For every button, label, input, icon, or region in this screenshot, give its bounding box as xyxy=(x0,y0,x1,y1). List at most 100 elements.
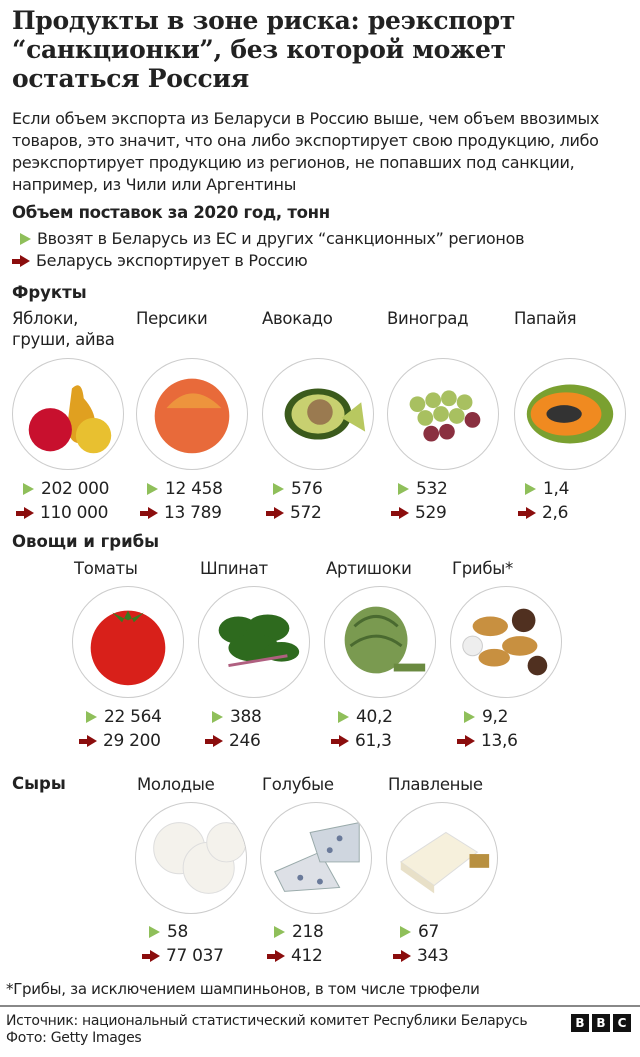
spinach-image-icon xyxy=(198,586,310,698)
artichoke-image-icon xyxy=(324,586,436,698)
young-cheese-image-icon xyxy=(135,802,247,914)
red-arrow-icon xyxy=(393,950,411,962)
red-arrow-icon xyxy=(12,254,30,267)
papaya-image-icon xyxy=(514,358,626,470)
import-value-row: 576 xyxy=(266,479,323,499)
source: Источник: национальный статистический ко… xyxy=(6,1013,528,1047)
export-value: 110 000 xyxy=(40,503,109,523)
red-arrow-icon xyxy=(518,507,536,519)
export-value-row: 77 037 xyxy=(142,946,224,966)
red-arrow-icon xyxy=(79,735,97,747)
logo-letter: B xyxy=(592,1014,610,1032)
section-title: Фрукты xyxy=(12,283,87,302)
avocado-image-icon xyxy=(262,358,374,470)
green-triangle-icon xyxy=(20,232,31,245)
import-value: 1,4 xyxy=(543,479,570,499)
green-triangle-icon xyxy=(149,926,160,938)
export-value: 246 xyxy=(229,731,261,751)
import-value-row: 388 xyxy=(205,707,262,727)
apple-pear-quince-image-icon xyxy=(12,358,124,470)
item-label: Молодые xyxy=(137,775,215,794)
legend-export: Беларусь экспортирует в Россию xyxy=(12,251,308,270)
import-value: 67 xyxy=(418,922,440,942)
red-arrow-icon xyxy=(331,735,349,747)
export-value-row: 29 200 xyxy=(79,731,161,751)
green-triangle-icon xyxy=(338,711,349,723)
export-value: 572 xyxy=(290,503,322,523)
red-arrow-icon xyxy=(266,507,284,519)
item-label: Папайя xyxy=(514,309,577,328)
export-value-row: 529 xyxy=(391,503,447,523)
import-value: 388 xyxy=(230,707,262,727)
import-value: 202 000 xyxy=(41,479,110,499)
red-arrow-icon xyxy=(140,507,158,519)
export-value: 412 xyxy=(291,946,323,966)
import-value-row: 9,2 xyxy=(457,707,508,727)
subtitle: Если объем экспорта из Беларуси в Россию… xyxy=(12,109,600,194)
red-arrow-icon xyxy=(267,950,285,962)
item-label: Персики xyxy=(136,309,208,328)
import-value: 576 xyxy=(291,479,323,499)
export-value: 77 037 xyxy=(166,946,224,966)
section-title: Овощи и грибы xyxy=(12,532,160,551)
bbc-logo: B B C xyxy=(571,1014,631,1032)
export-value-row: 13,6 xyxy=(457,731,518,751)
import-value-row: 532 xyxy=(391,479,448,499)
item-label: Виноград xyxy=(387,309,469,328)
export-value: 13,6 xyxy=(481,731,518,751)
import-value: 532 xyxy=(416,479,448,499)
green-triangle-icon xyxy=(274,926,285,938)
item-label: Авокадо xyxy=(262,309,333,328)
import-value-row: 58 xyxy=(142,922,188,942)
divider xyxy=(0,1005,640,1007)
import-value: 12 458 xyxy=(165,479,223,499)
item-label: Томаты xyxy=(74,559,138,578)
import-value-row: 40,2 xyxy=(331,707,393,727)
export-value: 29 200 xyxy=(103,731,161,751)
export-value: 2,6 xyxy=(542,503,569,523)
source-text: Источник: национальный статистический ко… xyxy=(6,1013,528,1029)
import-value-row: 67 xyxy=(393,922,439,942)
blue-cheese-image-icon xyxy=(260,802,372,914)
export-value-row: 572 xyxy=(266,503,322,523)
export-value: 61,3 xyxy=(355,731,392,751)
item-label: Грибы* xyxy=(452,559,513,578)
red-arrow-icon xyxy=(205,735,223,747)
green-triangle-icon xyxy=(273,483,284,495)
import-value: 22 564 xyxy=(104,707,162,727)
import-value: 40,2 xyxy=(356,707,393,727)
import-value: 58 xyxy=(167,922,189,942)
export-value-row: 343 xyxy=(393,946,449,966)
processed-cheese-image-icon xyxy=(386,802,498,914)
export-value-row: 13 789 xyxy=(140,503,222,523)
import-value-row: 202 000 xyxy=(16,479,110,499)
red-arrow-icon xyxy=(391,507,409,519)
green-triangle-icon xyxy=(525,483,536,495)
red-arrow-icon xyxy=(16,507,34,519)
legend-import: Ввозят в Беларусь из ЕС и других “санкци… xyxy=(12,229,525,248)
export-value: 343 xyxy=(417,946,449,966)
logo-letter: C xyxy=(613,1014,631,1032)
green-triangle-icon xyxy=(212,711,223,723)
page-title: Продукты в зоне риска: реэкспорт “санкци… xyxy=(12,6,516,93)
red-arrow-icon xyxy=(457,735,475,747)
mushrooms-image-icon xyxy=(450,586,562,698)
item-label: Яблоки, груши, айва xyxy=(12,309,115,349)
green-triangle-icon xyxy=(23,483,34,495)
export-value-row: 246 xyxy=(205,731,261,751)
tomato-image-icon xyxy=(72,586,184,698)
green-triangle-icon xyxy=(398,483,409,495)
photo-credit: Фото: Getty Images xyxy=(6,1030,142,1046)
item-label: Шпинат xyxy=(200,559,268,578)
peach-image-icon xyxy=(136,358,248,470)
import-value-row: 1,4 xyxy=(518,479,569,499)
logo-letter: B xyxy=(571,1014,589,1032)
legend-import-label: Ввозят в Беларусь из ЕС и других “санкци… xyxy=(37,229,525,248)
green-triangle-icon xyxy=(86,711,97,723)
import-value-row: 12 458 xyxy=(140,479,223,499)
red-arrow-icon xyxy=(142,950,160,962)
import-value: 218 xyxy=(292,922,324,942)
import-value: 9,2 xyxy=(482,707,509,727)
section-title: Сыры xyxy=(12,774,66,793)
export-value-row: 2,6 xyxy=(518,503,568,523)
